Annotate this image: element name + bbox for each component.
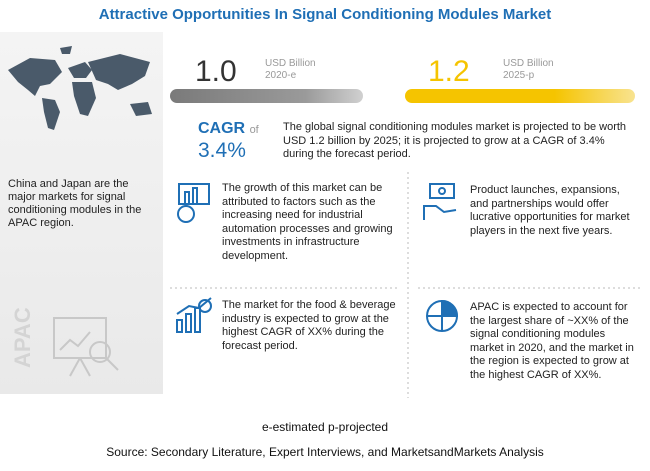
insight: APAC is expected to account for the larg… xyxy=(470,301,634,381)
cagr-label: CAGR of xyxy=(198,120,259,138)
region-label: APAC xyxy=(10,307,35,368)
analysis-icon xyxy=(53,317,119,377)
size-unit: USD Billion 2020-e xyxy=(265,58,316,82)
money-icon xyxy=(423,183,457,220)
left-text: China and Japan are the major markets fo… xyxy=(8,178,142,229)
unit: USD Billion xyxy=(265,58,316,69)
year: 2020-e xyxy=(265,70,297,81)
insight: The growth of this market can be attribu… xyxy=(222,182,393,262)
size-bar xyxy=(405,89,635,103)
size-value: 1.0 xyxy=(195,55,237,88)
world-map xyxy=(8,46,152,130)
of: of xyxy=(249,124,259,136)
footnote: e-estimated p-projected xyxy=(261,420,389,434)
chart-icon xyxy=(176,297,212,333)
insight: The market for the food & beverage indus… xyxy=(222,299,396,352)
title: Attractive Opportunities In Signal Condi… xyxy=(98,6,552,23)
size-value: 1.2 xyxy=(428,55,470,88)
size-unit: USD Billion 2025-p xyxy=(503,58,554,82)
year: 2025-p xyxy=(503,70,535,81)
globe-icon xyxy=(426,299,459,332)
source: Source: Secondary Literature, Expert Int… xyxy=(106,445,544,459)
dividers xyxy=(170,172,643,398)
cagr-text: The global signal conditioning modules m… xyxy=(283,121,627,160)
cagr: CAGR xyxy=(198,120,246,137)
insight: Product launches, expansions, and partne… xyxy=(470,184,630,237)
size-bar xyxy=(170,89,363,103)
cagr-value: 3.4% xyxy=(198,139,246,162)
unit: USD Billion xyxy=(503,58,554,69)
growth-icon xyxy=(177,183,210,223)
